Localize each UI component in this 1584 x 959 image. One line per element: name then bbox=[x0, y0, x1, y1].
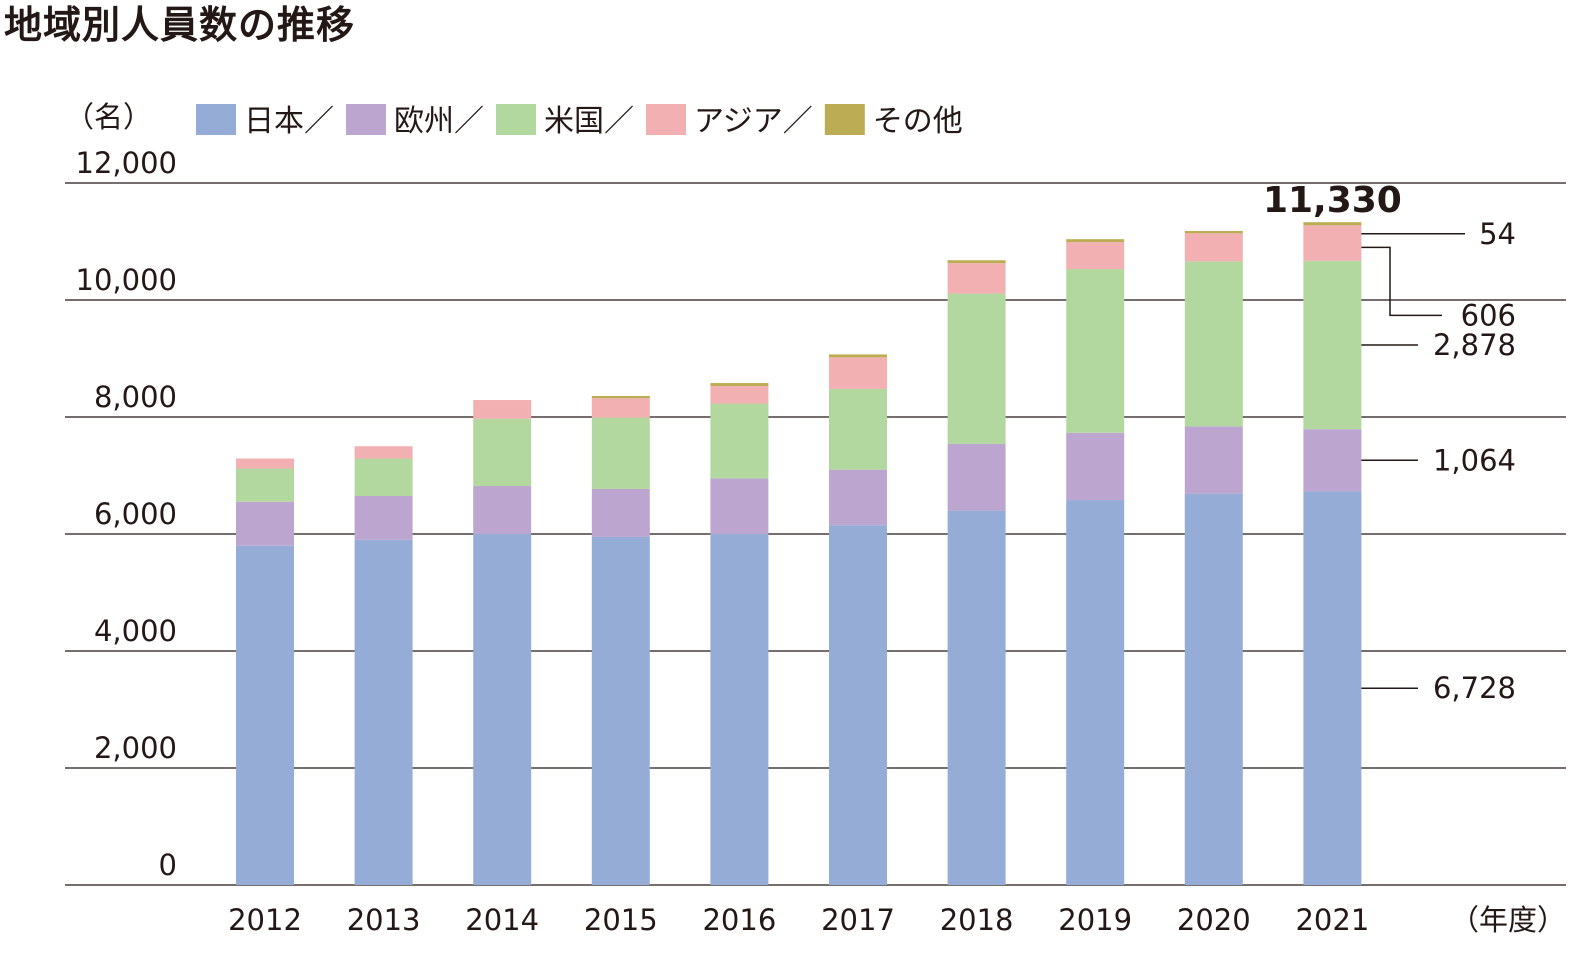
y-tick-label: 10,000 bbox=[76, 263, 177, 297]
bar-segment bbox=[947, 293, 1006, 444]
legend-label: 日本／ bbox=[244, 104, 334, 139]
bar-segment bbox=[1303, 222, 1362, 226]
y-tick-label: 4,000 bbox=[94, 614, 177, 648]
x-tick-label: 2014 bbox=[465, 903, 539, 937]
bar-segment bbox=[473, 534, 532, 885]
callout-label: 1,064 bbox=[1433, 443, 1516, 477]
x-tick-label: 2021 bbox=[1295, 903, 1369, 937]
bar-segment bbox=[710, 534, 769, 885]
y-tick-label: 12,000 bbox=[76, 146, 177, 180]
x-tick-label: 2012 bbox=[228, 903, 302, 937]
bar-segment bbox=[1184, 230, 1243, 234]
x-tick-label: 2015 bbox=[584, 903, 658, 937]
bar-segment bbox=[1184, 261, 1243, 427]
bar-segment bbox=[354, 539, 413, 885]
bar-segment bbox=[1303, 429, 1362, 492]
bar-segment bbox=[829, 357, 887, 389]
bar-segment bbox=[236, 545, 294, 885]
callout-label: 6,728 bbox=[1433, 671, 1516, 705]
callout-label: 606 bbox=[1461, 298, 1516, 332]
bar-segment bbox=[473, 418, 532, 487]
bar-segment bbox=[947, 443, 1006, 511]
legend-swatch bbox=[346, 104, 386, 135]
bar-segment bbox=[1303, 491, 1362, 885]
bar-segment bbox=[354, 446, 413, 459]
bar-segment bbox=[947, 263, 1006, 294]
bar-segment bbox=[591, 395, 650, 399]
legend-label: 欧州／ bbox=[394, 104, 484, 139]
bar-segment bbox=[354, 495, 413, 540]
bar-segment bbox=[829, 354, 887, 358]
y-axis-unit-label: （名） bbox=[65, 100, 152, 134]
bar-segment bbox=[1184, 493, 1243, 885]
y-tick-label: 0 bbox=[159, 848, 177, 882]
legend-label: アジア／ bbox=[694, 104, 813, 139]
bar-segment bbox=[591, 488, 650, 537]
bar-segment bbox=[710, 403, 769, 479]
bar-segment bbox=[710, 383, 769, 386]
bar-segment bbox=[1303, 225, 1362, 261]
y-axis-ticks: 0 2,000 4,000 6,000 8,000 10,000 12,000 bbox=[76, 146, 177, 882]
callout-leader bbox=[1361, 246, 1442, 317]
bar-segment bbox=[236, 468, 294, 502]
bar-segment bbox=[591, 398, 650, 418]
legend-label: 米国／ bbox=[544, 104, 634, 139]
x-tick-label: 2017 bbox=[821, 903, 895, 937]
bar-segment bbox=[236, 501, 294, 546]
bar-segment bbox=[473, 486, 532, 534]
bar-segment bbox=[710, 385, 769, 404]
legend-swatch bbox=[646, 104, 686, 135]
x-tick-label: 2018 bbox=[940, 903, 1014, 937]
bar-segment bbox=[1303, 260, 1362, 430]
legend: 日本／ 欧州／ 米国／ アジア／ その他 bbox=[196, 104, 963, 139]
bar-segment bbox=[1066, 268, 1125, 433]
x-tick-label: 2020 bbox=[1177, 903, 1251, 937]
bar-segment bbox=[1066, 432, 1125, 501]
bar-segment bbox=[1184, 426, 1243, 494]
x-axis-unit-label: （年度） bbox=[1450, 903, 1566, 937]
callout-label: 2,878 bbox=[1433, 328, 1516, 362]
x-tick-label: 2016 bbox=[702, 903, 776, 937]
x-tick-label: 2013 bbox=[347, 903, 421, 937]
total-label: 11,330 bbox=[1263, 180, 1402, 221]
legend-swatch bbox=[496, 104, 536, 135]
x-tick-label: 2019 bbox=[1058, 903, 1132, 937]
bar-segment bbox=[710, 478, 769, 534]
bar-segment bbox=[829, 469, 887, 526]
x-axis-ticks: 2012 2013 2014 2015 2016 2017 2018 2019 2020 2021 bbox=[228, 903, 1369, 937]
bar-segment bbox=[236, 458, 294, 469]
bar-segment bbox=[1184, 233, 1243, 262]
bar-segment bbox=[947, 260, 1006, 264]
bar-segment bbox=[1066, 242, 1125, 269]
bars bbox=[236, 222, 1362, 885]
chart-title: 地域別人員数の推移 bbox=[4, 3, 356, 47]
bar-segment bbox=[591, 417, 650, 489]
bar-segment bbox=[1066, 239, 1125, 243]
bar-segment bbox=[1066, 500, 1125, 885]
bar-segment bbox=[473, 400, 532, 419]
y-tick-label: 6,000 bbox=[94, 497, 177, 531]
legend-label: その他 bbox=[873, 104, 963, 139]
bar-segment bbox=[947, 510, 1006, 885]
y-tick-label: 2,000 bbox=[94, 731, 177, 765]
callout-label: 54 bbox=[1479, 217, 1516, 251]
legend-swatch bbox=[824, 104, 865, 135]
bar-segment bbox=[591, 536, 650, 885]
y-tick-label: 8,000 bbox=[94, 380, 177, 414]
bar-segment bbox=[829, 525, 887, 885]
bar-segment bbox=[354, 458, 413, 496]
bar-segment bbox=[829, 388, 887, 470]
legend-swatch bbox=[196, 104, 236, 135]
